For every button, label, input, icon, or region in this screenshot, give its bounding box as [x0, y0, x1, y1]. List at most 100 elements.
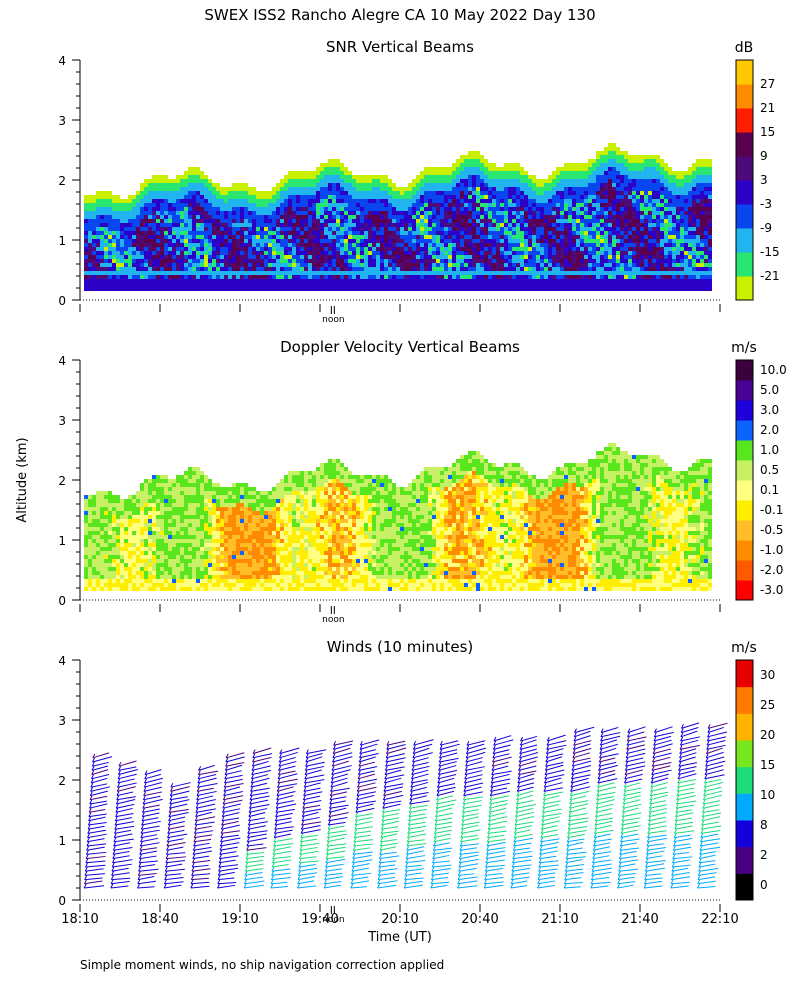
snr-cell [136, 271, 140, 275]
doppler-cell [100, 515, 104, 519]
snr-cell [704, 219, 708, 223]
snr-cell [616, 199, 620, 203]
snr-cell [412, 267, 416, 271]
snr-cell [364, 175, 368, 179]
snr-cell [468, 199, 472, 203]
snr-cell [292, 211, 296, 215]
snr-cell [104, 247, 108, 251]
snr-cell [600, 283, 604, 287]
snr-cell [128, 231, 132, 235]
snr-cell [372, 231, 376, 235]
snr-cell [180, 287, 184, 291]
snr-cell [468, 231, 472, 235]
snr-cell [212, 271, 216, 275]
snr-cell [368, 211, 372, 215]
snr-cell [104, 271, 108, 275]
snr-cell [312, 175, 316, 179]
snr-cell [420, 247, 424, 251]
snr-cell [116, 227, 120, 231]
doppler-cell [116, 575, 120, 579]
snr-cell [124, 275, 128, 279]
doppler-cell [96, 507, 100, 511]
snr-cell [472, 195, 476, 199]
snr-cell [324, 175, 328, 179]
snr-cell [248, 219, 252, 223]
snr-cell [524, 283, 528, 287]
snr-cell [416, 191, 420, 195]
snr-cell [120, 271, 124, 275]
snr-cell [456, 203, 460, 207]
doppler-cell [92, 559, 96, 563]
snr-cell [92, 247, 96, 251]
snr-cell [300, 215, 304, 219]
snr-cell [332, 167, 336, 171]
doppler-cell [100, 531, 104, 535]
snr-cell [344, 271, 348, 275]
snr-cell [480, 247, 484, 251]
snr-cell [612, 223, 616, 227]
snr-cell [140, 211, 144, 215]
snr-cell [648, 195, 652, 199]
snr-cell [384, 219, 388, 223]
snr-cell [224, 195, 228, 199]
snr-cell [660, 211, 664, 215]
snr-cell [88, 231, 92, 235]
snr-cell [456, 251, 460, 255]
snr-cell [284, 207, 288, 211]
snr-cell [212, 187, 216, 191]
snr-cell [284, 203, 288, 207]
snr-cell [700, 255, 704, 259]
snr-cell [440, 227, 444, 231]
snr-cell [348, 259, 352, 263]
doppler-cell [92, 535, 96, 539]
snr-cell [332, 235, 336, 239]
snr-cell [464, 155, 468, 159]
snr-cell [600, 199, 604, 203]
snr-cell [660, 235, 664, 239]
snr-cell [216, 195, 220, 199]
snr-cell [128, 235, 132, 239]
snr-cell [196, 203, 200, 207]
snr-cell [636, 211, 640, 215]
snr-cell [420, 239, 424, 243]
snr-cell [556, 247, 560, 251]
snr-cell [680, 251, 684, 255]
snr-cell [560, 167, 564, 171]
snr-cell [420, 195, 424, 199]
snr-cell [424, 255, 428, 259]
snr-cell [392, 231, 396, 235]
snr-cell [472, 191, 476, 195]
snr-cell [308, 239, 312, 243]
snr-cell [284, 215, 288, 219]
snr-cell [584, 215, 588, 219]
snr-cell [164, 235, 168, 239]
snr-cell [460, 159, 464, 163]
snr-cell [472, 267, 476, 271]
snr-cell [156, 195, 160, 199]
snr-cell [620, 163, 624, 167]
snr-cell [168, 231, 172, 235]
snr-cell [592, 179, 596, 183]
snr-cell [644, 211, 648, 215]
snr-cell [132, 259, 136, 263]
snr-cell [300, 219, 304, 223]
snr-cell [588, 223, 592, 227]
snr-cell [408, 203, 412, 207]
snr-cell [580, 207, 584, 211]
snr-cell [436, 219, 440, 223]
snr-cell [236, 199, 240, 203]
snr-cell [420, 215, 424, 219]
snr-cell [408, 251, 412, 255]
doppler-cell [100, 559, 104, 563]
snr-cell [308, 187, 312, 191]
snr-cell [576, 255, 580, 259]
snr-cell [304, 191, 308, 195]
snr-cell [308, 235, 312, 239]
snr-cell [372, 259, 376, 263]
snr-cell [552, 247, 556, 251]
snr-cell [188, 243, 192, 247]
snr-cell [684, 271, 688, 275]
snr-cell [564, 179, 568, 183]
snr-cell [100, 239, 104, 243]
snr-cell [436, 283, 440, 287]
